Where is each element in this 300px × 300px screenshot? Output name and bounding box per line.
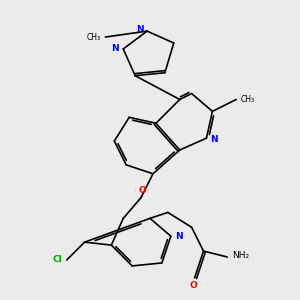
Text: N: N bbox=[175, 232, 183, 241]
Text: N: N bbox=[210, 135, 218, 144]
Text: NH₂: NH₂ bbox=[232, 251, 249, 260]
Text: N: N bbox=[136, 25, 143, 34]
Text: O: O bbox=[139, 186, 146, 195]
Text: CH₃: CH₃ bbox=[241, 95, 255, 104]
Text: Cl: Cl bbox=[52, 256, 62, 265]
Text: N: N bbox=[111, 44, 119, 53]
Text: CH₃: CH₃ bbox=[87, 33, 101, 42]
Text: O: O bbox=[189, 281, 197, 290]
